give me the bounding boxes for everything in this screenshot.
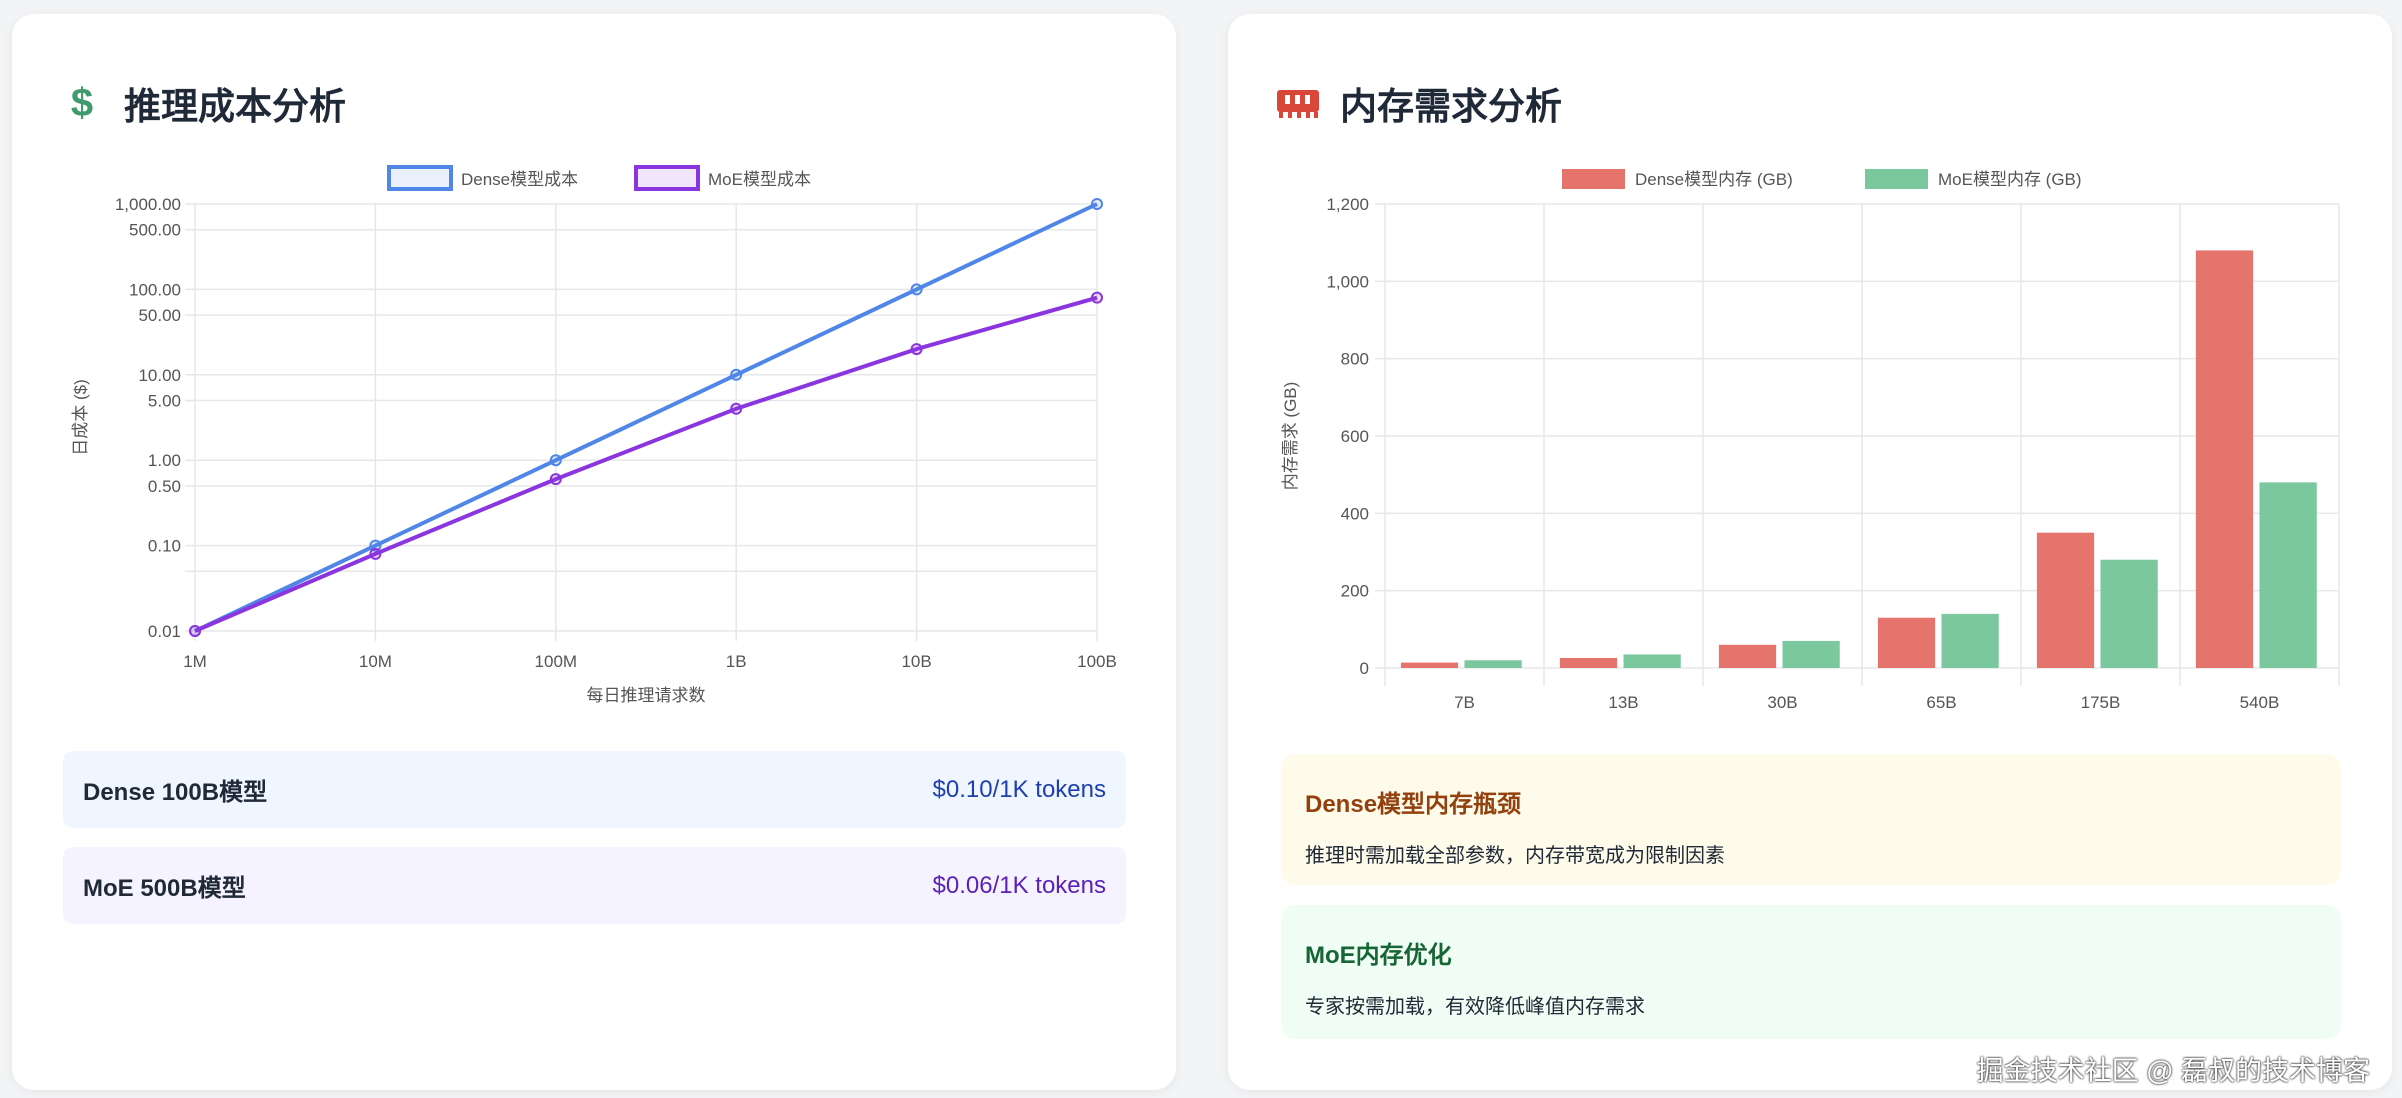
legend-label: Dense模型内存 (GB) <box>1635 170 1793 189</box>
data-point <box>910 283 923 296</box>
y-tick-label: 600 <box>1341 427 1369 446</box>
row-name: Dense 100B模型 <box>83 779 268 806</box>
note-title: MoE内存优化 <box>1305 942 1452 969</box>
y-tick-label: 0.50 <box>148 477 181 496</box>
x-tick-label: 100M <box>535 652 578 671</box>
bar <box>2036 532 2095 668</box>
bar <box>1559 657 1618 668</box>
y-axis-title: 内存需求 (GB) <box>1281 382 1300 491</box>
y-tick-label: 5.00 <box>148 392 181 411</box>
data-point <box>369 539 382 552</box>
row-price: $0.06/1K tokens <box>932 871 1106 899</box>
y-tick-label: 0.01 <box>148 622 181 641</box>
y-tick-label: 1,000 <box>1326 272 1369 291</box>
y-tick-label: 10.00 <box>138 366 181 385</box>
y-axis-title: 日成本 ($) <box>71 379 90 456</box>
bar <box>1782 640 1840 668</box>
moe-memory-note: MoE内存优化 专家按需加载，有效降低峰值内存需求 <box>1281 905 2341 1039</box>
bar <box>1941 613 1999 668</box>
legend-label: Dense模型成本 <box>461 170 578 189</box>
legend-label: MoE模型内存 (GB) <box>1938 170 2082 189</box>
dollar-icon: $ <box>70 80 94 125</box>
y-tick-label: 1,200 <box>1326 195 1369 214</box>
y-tick-label: 200 <box>1341 582 1369 601</box>
x-tick-label: 13B <box>1608 693 1638 712</box>
data-point <box>1091 291 1103 304</box>
legend-swatch <box>387 165 453 191</box>
moe-cost-row: MoE 500B模型 $0.06/1K tokens <box>63 847 1126 924</box>
x-tick-label: 175B <box>2081 693 2121 712</box>
y-tick-label: 0.10 <box>148 537 181 556</box>
bar <box>1877 617 1936 668</box>
x-tick-label: 1M <box>183 652 207 671</box>
x-tick-label: 540B <box>2240 693 2280 712</box>
x-tick-label: 30B <box>1767 693 1797 712</box>
y-tick-label: 1.00 <box>148 451 181 470</box>
data-point <box>730 368 743 381</box>
legend-swatch <box>634 165 700 191</box>
bar <box>2195 250 2254 668</box>
x-tick-label: 100B <box>1077 652 1117 671</box>
y-tick-label: 100.00 <box>129 280 181 299</box>
data-point <box>730 402 743 415</box>
memory-title: 内存需求分析 <box>1276 76 1562 130</box>
x-tick-label: 65B <box>1926 693 1956 712</box>
bar <box>1464 660 1522 668</box>
cost-line-chart: 1,000.00 500.00 100.00 50.00 10.00 5.00 1.00 0.… <box>71 165 1117 705</box>
cost-analysis-card: $ 推理成本分析 1,000.00 500.00 100.00 50.00 10.00 5… <box>12 14 1176 1090</box>
cost-title: $ 推理成本分析 <box>60 76 346 130</box>
x-tick-label: 10B <box>901 652 931 671</box>
watermark: 掘金技术社区 @ 磊叔的技术博客 <box>1976 1056 2370 1086</box>
bar <box>2259 482 2317 668</box>
note-title: Dense模型内存瓶颈 <box>1305 791 1522 818</box>
dense-cost-row: Dense 100B模型 $0.10/1K tokens <box>63 751 1126 828</box>
memory-chip-icon <box>1276 86 1320 120</box>
data-point <box>189 625 201 637</box>
y-tick-label: 800 <box>1341 350 1369 369</box>
data-point <box>549 473 562 486</box>
note-text: 推理时需加载全部参数，内存带宽成为限制因素 <box>1305 845 1725 867</box>
data-point <box>369 547 382 560</box>
data-point <box>549 454 562 467</box>
memory-bar-chart: 0 200 400 600 800 1,000 1,200 7B 13B 30B 65B 175B 54… <box>1281 169 2340 712</box>
x-tick-label: 7B <box>1454 693 1475 712</box>
dense-memory-note: Dense模型内存瓶颈 推理时需加载全部参数，内存带宽成为限制因素 <box>1281 754 2341 885</box>
data-point <box>1091 198 1103 210</box>
bar <box>1400 662 1459 668</box>
y-tick-label: 400 <box>1341 504 1369 523</box>
bar <box>1718 644 1777 668</box>
y-tick-label: 500.00 <box>129 221 181 240</box>
y-tick-label: 50.00 <box>138 306 181 325</box>
legend-swatch <box>1562 169 1625 189</box>
x-axis-title: 每日推理请求数 <box>587 686 706 705</box>
note-text: 专家按需加载，有效降低峰值内存需求 <box>1305 996 1645 1018</box>
legend-swatch <box>1865 169 1928 189</box>
y-tick-label: 1,000.00 <box>115 195 181 214</box>
row-price: $0.10/1K tokens <box>932 775 1106 803</box>
series-line <box>194 202 1098 633</box>
x-tick-label: 1B <box>726 652 747 671</box>
y-tick-label: 0 <box>1360 659 1369 678</box>
bar <box>1623 654 1681 668</box>
x-tick-label: 10M <box>359 652 392 671</box>
row-name: MoE 500B模型 <box>83 875 246 902</box>
memory-analysis-card: 内存需求分析 0 200 400 600 800 1,000 1,200 7B 13B 30B 65… <box>1228 14 2392 1090</box>
data-point <box>910 343 923 356</box>
series-line <box>194 295 1098 633</box>
legend-label: MoE模型成本 <box>708 170 811 189</box>
bar <box>2100 559 2158 668</box>
